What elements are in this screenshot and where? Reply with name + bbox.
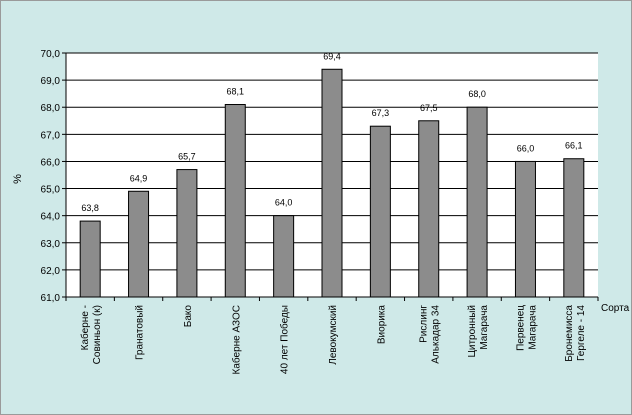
x-category-label-line: Рислинг — [419, 305, 430, 343]
value-labels: 63,8 64,9 65,7 68,1 64,0 69,4 67,3 67,5 68,0 66,0… — [81, 51, 582, 213]
x-category-label-line: Первенец — [515, 305, 526, 351]
bar — [466, 106, 488, 298]
y-axis-label: % — [12, 174, 24, 184]
bar-value-label: 65,7 — [178, 152, 196, 162]
bar-value-label: 69,4 — [323, 51, 341, 61]
bar — [369, 125, 391, 298]
x-category-label: Гранатовый — [135, 305, 146, 360]
bar — [224, 104, 246, 298]
x-category-label-line: Бако — [183, 305, 194, 328]
bar-value-label: 67,3 — [372, 108, 390, 118]
x-category-label-line: 40 лет Победы — [279, 305, 291, 374]
x-category-label: Цитронный Магарача — [467, 305, 490, 358]
x-category-label-line: Виорика — [376, 305, 387, 345]
x-category-label-line: Совиньон (к) — [92, 305, 103, 364]
bar-value-label: 66,0 — [517, 143, 535, 153]
y-tick-label: 64,0 — [41, 212, 61, 223]
x-category-label-line: Левокумский — [328, 305, 339, 365]
x-category-label-line: Гранатовый — [135, 305, 146, 360]
x-category-label-line: Цитронный — [467, 305, 478, 358]
x-category-label-line: Бронемисса — [564, 305, 575, 362]
x-category-label: Бронемисса Гергеле - 14 — [564, 305, 587, 362]
y-tick-label: 69,0 — [41, 76, 61, 87]
bar — [128, 190, 150, 298]
x-category-label-line: Магарача — [479, 305, 490, 350]
x-category-label-line: Каберне - — [79, 305, 91, 350]
bar — [176, 169, 198, 298]
x-category-label: Левокумский — [328, 305, 339, 365]
x-category-label-line: Гергеле - 14 — [576, 305, 587, 361]
bar — [563, 158, 585, 298]
x-category-label: 40 лет Победы — [279, 305, 291, 374]
x-category-label: Рислинг Алькадар 34 — [419, 305, 442, 364]
x-category-label: Виорика — [376, 305, 387, 345]
x-category-label: Каберне - Совиньон (к) — [79, 305, 103, 364]
bar-value-label: 63,8 — [81, 203, 99, 213]
y-tick-label: 61,0 — [41, 293, 61, 304]
y-tick-label: 68,0 — [41, 103, 61, 114]
y-tick-label: 62,0 — [41, 266, 61, 277]
bar-value-label: 64,9 — [130, 173, 148, 183]
bar — [321, 68, 343, 298]
bar — [514, 160, 536, 298]
x-category-label: Каберне АЗОС — [230, 305, 242, 374]
bar-value-label: 66,1 — [565, 141, 583, 151]
y-tick-label: 63,0 — [41, 239, 61, 250]
bar — [79, 220, 101, 298]
y-tick-label: 67,0 — [41, 130, 61, 141]
x-category-label: Первенец Магарача — [515, 305, 538, 351]
x-category-label-line: Алькадар 34 — [431, 305, 442, 364]
bar — [273, 215, 295, 298]
y-axis-ticks: 61,0 62,0 63,0 64,0 65,0 66,0 67,0 68,0 69,0 70,0 — [41, 49, 66, 304]
bar-value-label: 68,1 — [227, 87, 245, 97]
x-axis-label: Сорта — [601, 303, 630, 314]
bar-value-label: 67,5 — [420, 103, 438, 113]
x-category-label-line: Магарача — [527, 305, 538, 350]
y-tick-label: 70,0 — [41, 49, 61, 60]
bar — [418, 120, 440, 298]
y-tick-label: 65,0 — [41, 185, 61, 196]
x-axis-ticks: Каберне - Совиньон (к) Гранатовый Бако Кабер… — [65, 297, 599, 374]
bar-value-label: 64,0 — [275, 198, 293, 208]
x-category-label-line: Каберне АЗОС — [230, 305, 242, 374]
x-category-label: Бако — [183, 305, 194, 328]
y-tick-label: 66,0 — [41, 157, 61, 168]
bar-value-label: 68,0 — [468, 89, 486, 99]
